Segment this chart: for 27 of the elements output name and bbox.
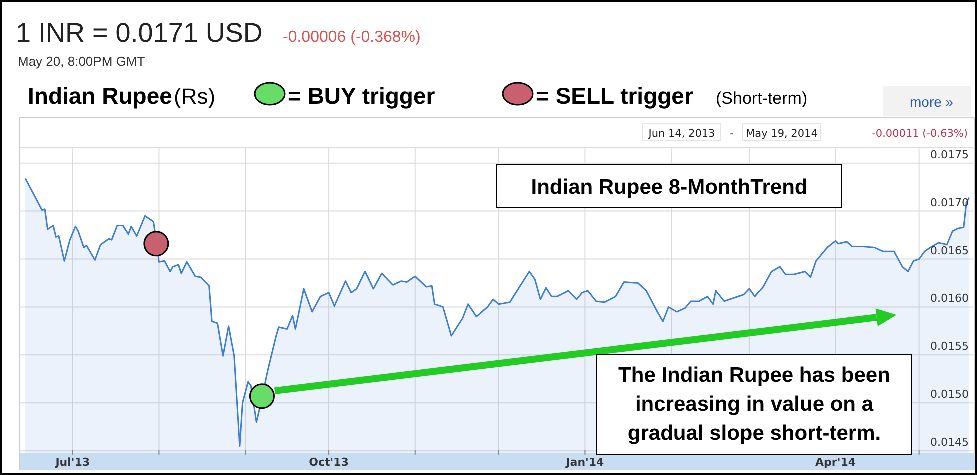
legend-label: = SELL trigger: [536, 83, 694, 109]
legend-label: = BUY trigger: [288, 83, 436, 109]
chart-title: 1 INR = 0.0171 USD: [16, 18, 263, 48]
text: -0.00006 (-0.368%): [283, 29, 421, 46]
y-tick-label: 0.0160: [930, 292, 969, 306]
text: Jun 14, 2013: [648, 128, 716, 140]
text: -0.00011 (-0.63%): [872, 128, 968, 140]
annotation: Indian Rupee 8-MonthTrend: [531, 176, 808, 199]
caption-box: Indian Rupee 8-MonthTrend: [496, 164, 842, 208]
y-tick-label: 0.0175: [930, 148, 969, 162]
text: -: [730, 128, 734, 140]
x-tick-label: Oct'13: [309, 456, 349, 469]
text: May 19, 2014: [746, 128, 818, 140]
chart-subtitle: May 20, 8:00PM GMT: [18, 54, 146, 69]
y-tick-label: 0.0155: [930, 340, 969, 354]
y-tick-label: 0.0145: [930, 436, 969, 450]
text: (Rs): [174, 84, 216, 109]
x-tick-label: Jul'13: [54, 456, 90, 469]
text: Indian Rupee: [28, 83, 172, 109]
x-tick-label: Apr'14: [816, 456, 856, 469]
note-box: The Indian Rupee has been increasing in value on a gradual slope short-term.: [596, 354, 912, 456]
text: (Short-term): [716, 89, 808, 108]
x-tick-label: Jan'14: [565, 456, 605, 469]
annotation: The Indian Rupee has been increasing in value on a gradual slope short-term.: [618, 363, 892, 447]
y-tick-label: 0.0150: [930, 388, 969, 402]
y-tick-label: 0.0165: [930, 244, 969, 258]
text: more »: [910, 94, 954, 110]
